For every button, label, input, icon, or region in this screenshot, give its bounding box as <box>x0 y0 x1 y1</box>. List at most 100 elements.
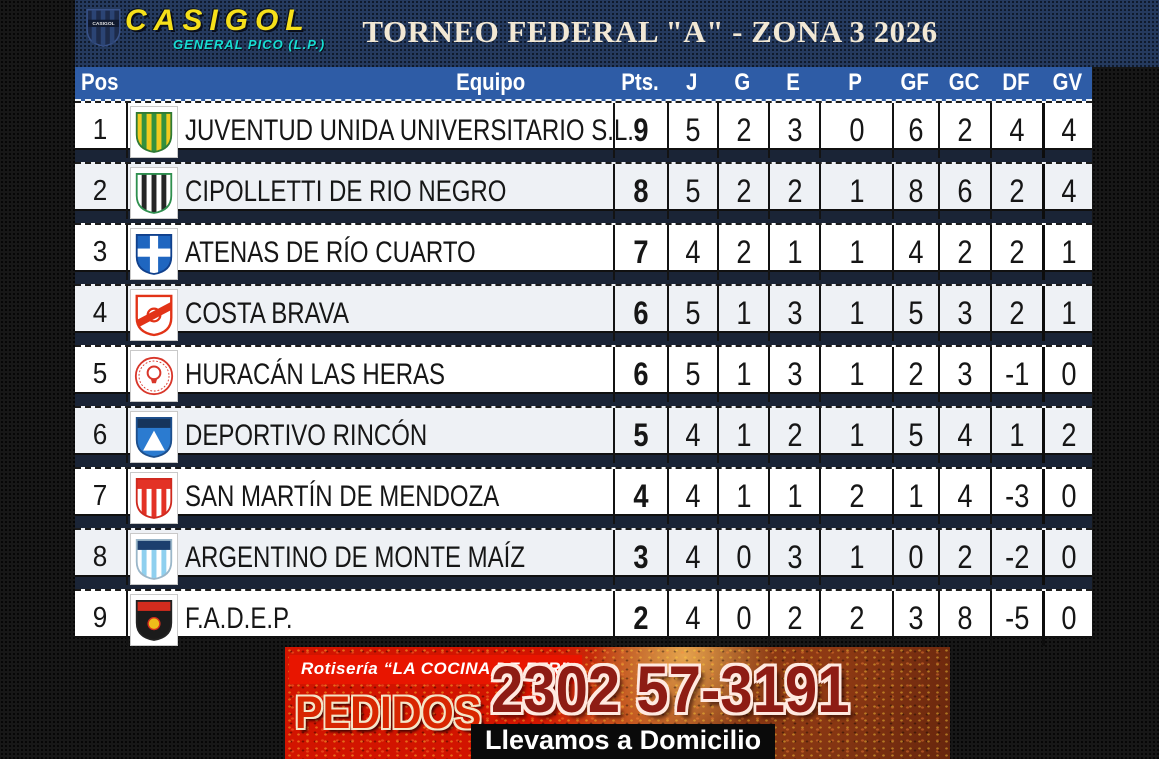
e-cell: 3 <box>768 530 819 585</box>
header-band: CASIGOL CASIGOL GENERAL PICO (L.P.) TORN… <box>75 0 1159 67</box>
position-cell: 7 <box>75 469 128 524</box>
gf-cell: 6 <box>892 103 938 158</box>
team-name-cell: ARGENTINO DE MONTE MAÍZ <box>185 540 526 574</box>
team-name-cell: ATENAS DE RÍO CUARTO <box>185 235 476 269</box>
position-cell: 4 <box>75 286 128 341</box>
team-name-cell: SAN MARTÍN DE MENDOZA <box>185 479 500 513</box>
team-logo-cell <box>128 286 180 341</box>
team-name-cell: DEPORTIVO RINCÓN <box>185 418 428 452</box>
g-cell: 2 <box>717 103 768 158</box>
e-cell: 2 <box>768 164 819 219</box>
table-row: 1 JUVENTUD UNIDA UNIVERSITARIO S.L. 9 5 … <box>75 101 1092 158</box>
p-cell: 2 <box>819 469 892 524</box>
table-row: 5 HURACÁN LAS HERAS 6 5 1 3 1 2 3 -1 0 <box>75 345 1092 402</box>
table-header-row: Pos Equipo Pts. J G E P GF GC DF GV <box>75 67 1092 101</box>
df-cell: 2 <box>990 286 1042 341</box>
pts-cell: 9 <box>613 103 667 158</box>
p-cell: 1 <box>819 408 892 463</box>
j-cell: 5 <box>667 347 717 402</box>
col-header-j: J <box>686 69 698 96</box>
p-cell: 1 <box>819 225 892 280</box>
team-name-cell: F.A.D.E.P. <box>185 601 293 635</box>
p-cell: 2 <box>819 591 892 646</box>
gc-cell: 3 <box>938 286 990 341</box>
gc-cell: 6 <box>938 164 990 219</box>
gf-cell: 5 <box>892 408 938 463</box>
team-logo-cell <box>128 408 180 463</box>
col-header-equipo: Equipo <box>455 69 526 96</box>
gv-cell: 1 <box>1042 286 1092 341</box>
position-cell: 9 <box>75 591 128 646</box>
fadep-crest-icon <box>130 594 178 646</box>
table-row: 9 F.A.D.E.P. 2 4 0 2 2 3 8 -5 0 <box>75 589 1092 646</box>
e-cell: 2 <box>768 591 819 646</box>
p-cell: 1 <box>819 286 892 341</box>
deportivo-rincon-crest-icon <box>130 411 178 463</box>
g-cell: 0 <box>717 530 768 585</box>
ad-headline: Rotisería “LA COCINA DE FER” <box>289 655 582 684</box>
position-cell: 2 <box>75 164 128 219</box>
gv-cell: 0 <box>1042 347 1092 402</box>
page-title: TORNEO FEDERAL "A" - ZONA 3 2026 <box>362 14 938 49</box>
ad-footer-text: Llevamos a Domicilio <box>471 724 776 759</box>
df-cell: 2 <box>990 164 1042 219</box>
gf-cell: 0 <box>892 530 938 585</box>
table-row: 2 CIPOLLETTI DE RIO NEGRO 8 5 2 2 1 8 6 … <box>75 162 1092 219</box>
ad-pedidos-label: PEDIDOS <box>295 687 482 738</box>
g-cell: 1 <box>717 286 768 341</box>
gv-cell: 0 <box>1042 530 1092 585</box>
gv-cell: 4 <box>1042 164 1092 219</box>
ad-phone-number: 2302 57-3191 <box>491 652 850 726</box>
pts-cell: 6 <box>613 347 667 402</box>
team-logo-cell <box>128 225 180 280</box>
col-header-pts: Pts. <box>621 69 659 96</box>
col-header-gc: GC <box>948 69 980 96</box>
gc-cell: 4 <box>938 469 990 524</box>
pts-cell: 7 <box>613 225 667 280</box>
e-cell: 3 <box>768 103 819 158</box>
team-logo-cell <box>128 591 180 646</box>
team-logo-cell <box>128 347 180 402</box>
col-header-gf: GF <box>900 69 930 96</box>
gf-cell: 1 <box>892 469 938 524</box>
svg-text:CASIGOL: CASIGOL <box>92 21 114 27</box>
gf-cell: 4 <box>892 225 938 280</box>
gv-cell: 1 <box>1042 225 1092 280</box>
table-body: 1 JUVENTUD UNIDA UNIVERSITARIO S.L. 9 5 … <box>75 101 1092 646</box>
team-logo-cell <box>128 530 180 585</box>
position-cell: 5 <box>75 347 128 402</box>
pts-cell: 2 <box>613 591 667 646</box>
gc-cell: 3 <box>938 347 990 402</box>
table-row: 7 SAN MARTÍN DE MENDOZA 4 4 1 1 2 1 4 -3… <box>75 467 1092 524</box>
pts-cell: 5 <box>613 408 667 463</box>
df-cell: -2 <box>990 530 1042 585</box>
costa-brava-crest-icon <box>130 289 178 341</box>
san-martin-mendoza-crest-icon <box>130 472 178 524</box>
standings-table: Pos Equipo Pts. J G E P GF GC DF GV 1 JU… <box>75 67 1092 646</box>
team-logo-cell <box>128 164 180 219</box>
p-cell: 1 <box>819 164 892 219</box>
casigol-brand: CASIGOL CASIGOL GENERAL PICO (L.P.) <box>75 0 395 67</box>
j-cell: 5 <box>667 286 717 341</box>
col-header-gv: GV <box>1052 69 1082 96</box>
ad-banner: Rotisería “LA COCINA DE FER” PEDIDOS 230… <box>285 647 950 759</box>
e-cell: 2 <box>768 408 819 463</box>
brand-tagline: GENERAL PICO (L.P.) <box>173 37 326 52</box>
g-cell: 2 <box>717 225 768 280</box>
p-cell: 1 <box>819 347 892 402</box>
gv-cell: 4 <box>1042 103 1092 158</box>
gv-cell: 0 <box>1042 591 1092 646</box>
df-cell: -3 <box>990 469 1042 524</box>
atenas-crest-icon <box>130 228 178 280</box>
gc-cell: 2 <box>938 530 990 585</box>
casigol-shield-icon: CASIGOL <box>86 9 121 47</box>
juventud-unida-crest-icon <box>130 106 178 158</box>
g-cell: 1 <box>717 347 768 402</box>
j-cell: 4 <box>667 591 717 646</box>
gv-cell: 2 <box>1042 408 1092 463</box>
pts-cell: 4 <box>613 469 667 524</box>
e-cell: 1 <box>768 469 819 524</box>
df-cell: -5 <box>990 591 1042 646</box>
gf-cell: 3 <box>892 591 938 646</box>
table-row: 8 ARGENTINO DE MONTE MAÍZ 3 4 0 3 1 0 2 … <box>75 528 1092 585</box>
